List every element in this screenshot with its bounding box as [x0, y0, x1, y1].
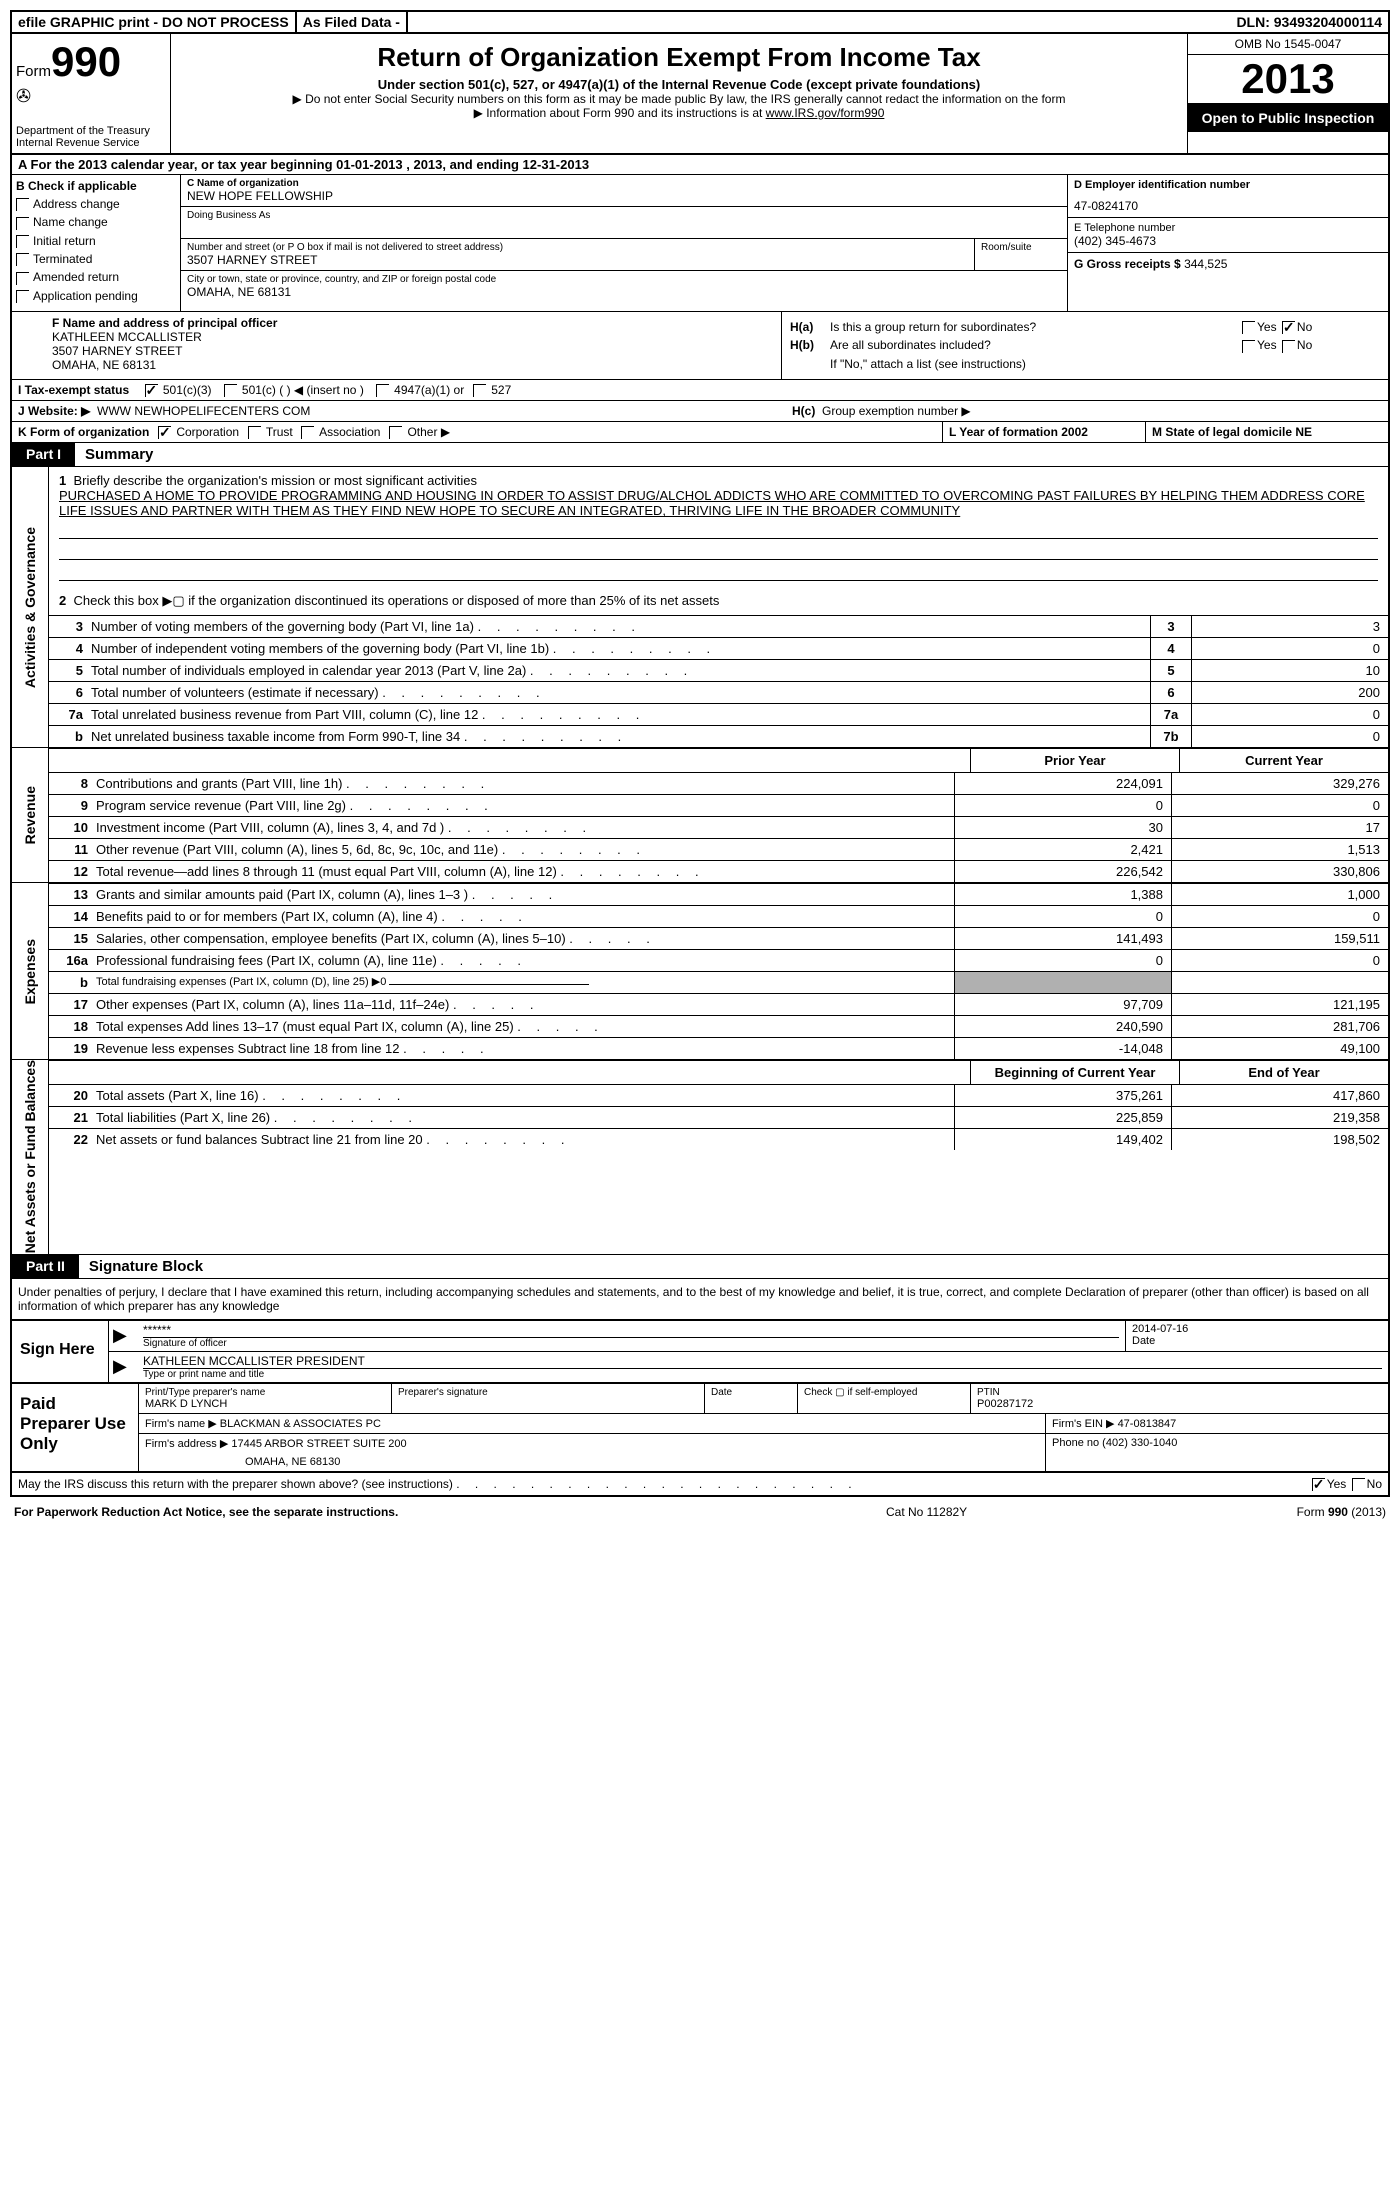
expense-row: 18Total expenses Add lines 13–17 (must e… — [49, 1015, 1388, 1037]
governance-row: bNet unrelated business taxable income f… — [49, 725, 1388, 747]
row-k-form-org: K Form of organization Corporation Trust… — [10, 422, 1390, 443]
governance-row: 6Total number of volunteers (estimate if… — [49, 681, 1388, 703]
expense-row: 14Benefits paid to or for members (Part … — [49, 905, 1388, 927]
sign-here-section: Sign Here ▶ ****** Signature of officer … — [10, 1321, 1390, 1384]
discuss-row: May the IRS discuss this return with the… — [10, 1473, 1390, 1497]
revenue-row: 11Other revenue (Part VIII, column (A), … — [49, 838, 1388, 860]
officer-signature: ****** — [143, 1323, 1119, 1337]
declaration-text: Under penalties of perjury, I declare th… — [10, 1279, 1390, 1321]
form-header: Form990 ✇ Department of the Treasury Int… — [10, 34, 1390, 155]
check-initial-return[interactable]: Initial return — [16, 234, 176, 248]
org-city: OMAHA, NE 68131 — [187, 285, 1061, 299]
check-amended[interactable]: Amended return — [16, 270, 176, 284]
expense-row: 17Other expenses (Part IX, column (A), l… — [49, 993, 1388, 1015]
col-c-org-info: C Name of organization NEW HOPE FELLOWSH… — [181, 175, 1068, 311]
firm-address2: OMAHA, NE 68130 — [245, 1456, 1039, 1468]
revenue-row: 10Investment income (Part VIII, column (… — [49, 816, 1388, 838]
sign-date: 2014-07-16 — [1132, 1323, 1382, 1335]
gross-receipts: G Gross receipts $ 344,525 — [1068, 253, 1388, 275]
ssn-warning: ▶ Do not enter Social Security numbers o… — [181, 92, 1177, 106]
form-title: Return of Organization Exempt From Incom… — [181, 42, 1177, 73]
firm-phone: (402) 330-1040 — [1102, 1437, 1177, 1449]
row-j-website: J Website: ▶ WWW NEWHOPELIFECENTERS COM … — [10, 401, 1390, 422]
expense-row: 19Revenue less expenses Subtract line 18… — [49, 1037, 1388, 1059]
org-name: NEW HOPE FELLOWSHIP — [187, 189, 1061, 203]
revenue-row: 8Contributions and grants (Part VIII, li… — [49, 772, 1388, 794]
preparer-name: MARK D LYNCH — [145, 1398, 385, 1410]
col-degh: D Employer identification number 47-0824… — [1068, 175, 1388, 311]
col-b-checkboxes: B Check if applicable Address change Nam… — [12, 175, 181, 311]
open-public-badge: Open to Public Inspection — [1188, 104, 1388, 132]
part1-header: Part I Summary — [10, 443, 1390, 467]
governance-row: 3Number of voting members of the governi… — [49, 615, 1388, 637]
preparer-section: Paid Preparer Use Only Print/Type prepar… — [10, 1384, 1390, 1473]
check-address-change[interactable]: Address change — [16, 197, 176, 211]
netassets-row: 22Net assets or fund balances Subtract l… — [49, 1128, 1388, 1150]
top-bar: efile GRAPHIC print - DO NOT PROCESS As … — [10, 10, 1390, 34]
governance-row: 4Number of independent voting members of… — [49, 637, 1388, 659]
revenue-row: 9Program service revenue (Part VIII, lin… — [49, 794, 1388, 816]
part2-header: Part II Signature Block — [10, 1255, 1390, 1279]
section-bcdeg: B Check if applicable Address change Nam… — [10, 175, 1390, 312]
row-i-tax-status: I Tax-exempt status 501(c)(3) 501(c) ( )… — [10, 380, 1390, 401]
expenses-section: Expenses 13Grants and similar amounts pa… — [10, 883, 1390, 1060]
netassets-row: 21Total liabilities (Part X, line 26) . … — [49, 1106, 1388, 1128]
efile-notice: efile GRAPHIC print - DO NOT PROCESS — [12, 12, 297, 32]
firm-ein: 47-0813847 — [1118, 1418, 1177, 1430]
col-h-group: H(a) Is this a group return for subordin… — [781, 312, 1388, 379]
dept-treasury: Department of the Treasury — [16, 125, 166, 137]
org-street: 3507 HARNEY STREET — [187, 253, 968, 267]
row-a-dates: A For the 2013 calendar year, or tax yea… — [10, 155, 1390, 175]
info-link: ▶ Information about Form 990 and its ins… — [181, 106, 1177, 120]
check-terminated[interactable]: Terminated — [16, 252, 176, 266]
tax-year: 2013 — [1188, 55, 1388, 104]
expense-row: 15Salaries, other compensation, employee… — [49, 927, 1388, 949]
firm-name: BLACKMAN & ASSOCIATES PC — [220, 1418, 381, 1430]
governance-row: 5Total number of individuals employed in… — [49, 659, 1388, 681]
irs-label: Internal Revenue Service — [16, 137, 166, 149]
omb-number: OMB No 1545-0047 — [1188, 34, 1388, 55]
check-application-pending[interactable]: Application pending — [16, 289, 176, 303]
firm-address1: 17445 ARBOR STREET SUITE 200 — [231, 1438, 406, 1450]
principal-officer: F Name and address of principal officer … — [12, 312, 781, 379]
officer-name: KATHLEEN MCCALLISTER PRESIDENT — [143, 1354, 1382, 1368]
governance-section: Activities & Governance 1 Briefly descri… — [10, 467, 1390, 748]
netassets-row: 20Total assets (Part X, line 16) . . . .… — [49, 1084, 1388, 1106]
section-fh: F Name and address of principal officer … — [10, 312, 1390, 380]
dln: DLN: 93493204000114 — [1230, 12, 1388, 32]
revenue-section: Revenue Prior Year Current Year 8Contrib… — [10, 748, 1390, 883]
governance-row: 7aTotal unrelated business revenue from … — [49, 703, 1388, 725]
ein-value: 47-0824170 — [1074, 199, 1382, 213]
expense-row: 13Grants and similar amounts paid (Part … — [49, 883, 1388, 905]
ptin-value: P00287172 — [977, 1398, 1382, 1410]
page-footer: For Paperwork Reduction Act Notice, see … — [10, 1497, 1390, 1527]
form-subtitle: Under section 501(c), 527, or 4947(a)(1)… — [181, 77, 1177, 92]
phone-value: (402) 345-4673 — [1074, 234, 1382, 248]
expense-row: 16aProfessional fundraising fees (Part I… — [49, 949, 1388, 971]
asfiled-label: As Filed Data - — [297, 12, 408, 32]
revenue-row: 12Total revenue—add lines 8 through 11 (… — [49, 860, 1388, 882]
check-name-change[interactable]: Name change — [16, 215, 176, 229]
expense-row: bTotal fundraising expenses (Part IX, co… — [49, 971, 1388, 993]
mission-text: PURCHASED A HOME TO PROVIDE PROGRAMMING … — [59, 488, 1365, 518]
netassets-section: Net Assets or Fund Balances Beginning of… — [10, 1060, 1390, 1254]
form-number: Form990 — [16, 38, 166, 86]
